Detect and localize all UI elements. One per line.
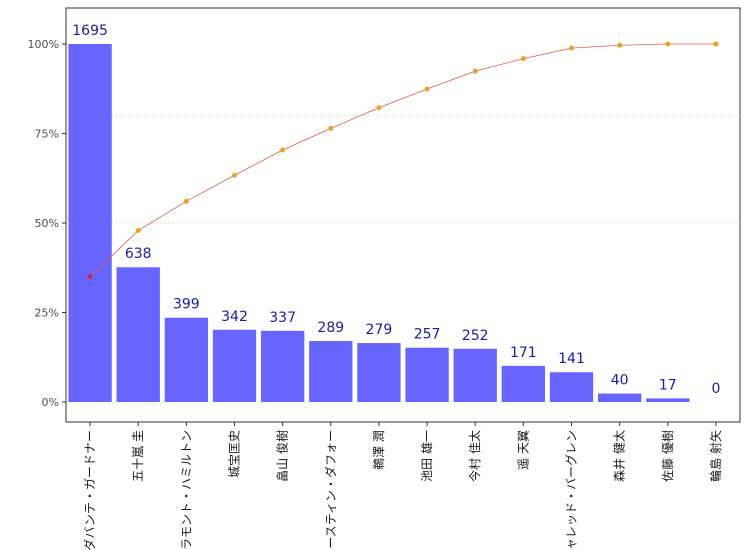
bar-1	[116, 267, 160, 402]
data-label-6: 279	[366, 322, 393, 338]
cumulative-point-6	[376, 105, 382, 111]
cumulative-point-10	[569, 45, 574, 51]
x-tick-label-9: 遥 天翼	[516, 430, 530, 470]
data-label-11: 40	[611, 373, 629, 389]
data-label-1: 638	[125, 246, 152, 262]
data-label-10: 141	[558, 351, 585, 367]
data-labels: 1695 638 399 342 337 289 279 257 252 171 141 40 17 0	[72, 23, 720, 397]
data-label-5: 289	[317, 320, 344, 336]
data-label-9: 171	[510, 345, 537, 361]
x-tick-label-2: ラモント・ハミルトン	[179, 430, 193, 550]
cumulative-point-2	[183, 198, 189, 204]
x-tick-label-6: 鵜澤 潤	[372, 430, 386, 470]
cumulative-point-0	[87, 274, 93, 280]
x-tick-label-4: 畠山 俊樹	[275, 430, 290, 482]
bar-12	[646, 398, 690, 402]
bar-3	[212, 329, 257, 402]
y-tick-label-0: 0%	[42, 396, 59, 409]
data-label-0: 1695	[72, 23, 108, 39]
cumulative-point-12	[665, 41, 671, 47]
data-label-8: 252	[462, 328, 489, 344]
bar-6	[357, 343, 401, 402]
cumulative-point-3	[232, 172, 237, 178]
cumulative-line	[87, 41, 719, 280]
cumulative-point-13	[713, 41, 719, 47]
cumulative-point-11	[617, 42, 623, 48]
x-tick-label-3: 城宝匡史	[228, 430, 242, 478]
bar-5	[309, 340, 353, 402]
x-tick-label-12: 佐藤 優樹	[661, 430, 675, 482]
y-tick-label-4: 100%	[28, 38, 59, 51]
x-tick-label-13: 輪島 射矢	[708, 430, 723, 482]
x-tick-label-5: オースティン・ダフォー	[323, 430, 338, 550]
y-tick-label-3: 75%	[35, 128, 59, 141]
bar-7	[405, 347, 449, 402]
y-tick-label-1: 25%	[35, 307, 59, 320]
data-label-4: 337	[269, 310, 296, 326]
y-tick-label-2: 50%	[35, 217, 59, 230]
data-label-12: 17	[659, 377, 677, 393]
data-label-2: 399	[173, 297, 200, 313]
x-axis: ダバンテ・ガードナー 五十嵐 圭 ラモント・ハミルトン 城宝匡史 畠山 俊樹 オースティン…	[82, 422, 723, 550]
x-tick-label-0: ダバンテ・ガードナー	[82, 430, 97, 550]
bars	[68, 44, 690, 402]
cumulative-point-4	[280, 147, 286, 153]
x-tick-label-7: 池田 雄一	[419, 430, 434, 482]
x-tick-label-1: 五十嵐 圭	[131, 430, 145, 482]
cumulative-point-9	[520, 56, 526, 62]
cumulative-point-7	[424, 86, 430, 92]
data-label-3: 342	[221, 309, 248, 325]
cumulative-path	[89, 43, 716, 277]
bar-9	[501, 365, 546, 402]
data-label-7: 257	[414, 327, 441, 343]
x-tick-label-11: 森井 健太	[612, 430, 627, 482]
x-tick-label-10: ジャレッド・バーグレン	[565, 430, 579, 550]
reference-lines	[111, 115, 740, 224]
cumulative-point-1	[135, 228, 141, 234]
bar-2	[164, 317, 209, 402]
x-tick-label-8: 今村 佳太	[467, 430, 482, 482]
bar-8	[453, 348, 497, 402]
cumulative-point-5	[328, 125, 334, 131]
cumulative-point-8	[472, 68, 478, 74]
data-label-13: 0	[711, 381, 720, 397]
y-axis: 0% 25% 50% 75% 100%	[28, 38, 66, 409]
bar-4	[260, 330, 305, 402]
bar-10	[549, 372, 594, 402]
bar-0	[68, 44, 112, 402]
bar-11	[597, 393, 642, 402]
